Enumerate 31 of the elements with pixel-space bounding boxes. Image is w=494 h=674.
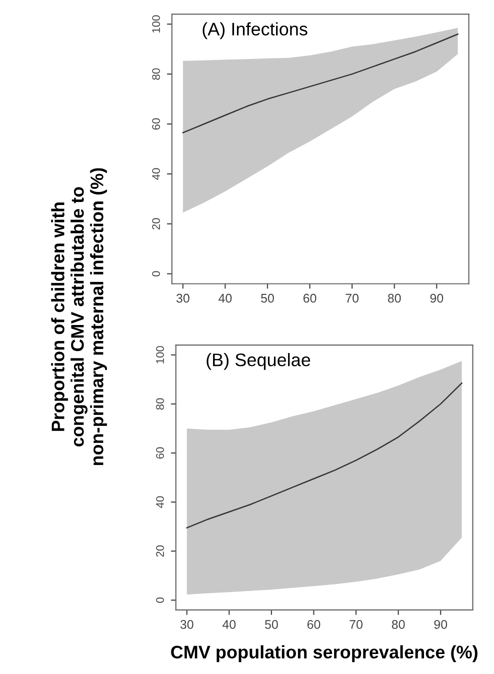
y-axis-title: Proportion of children with congenital CMV attributable to non-primary maternal infection (%) [51,168,107,466]
y-tick-label: 40 [152,168,160,180]
chart-title: (A) Infections [202,22,308,40]
x-tick-label: 90 [434,620,448,629]
y-tick-label: 40 [156,496,164,508]
y-tick-label: 20 [156,545,164,557]
x-tick-label: 50 [261,294,274,303]
x-tick-label: 60 [307,620,320,629]
x-tick-label: 30 [180,620,194,629]
y-tick-label: 80 [156,398,164,410]
y-tick-label: 20 [152,218,160,230]
line-series [186,382,462,528]
y-tick-label: 60 [156,447,164,459]
y-tick-label: 100 [152,15,160,33]
x-tick-label: 30 [176,294,190,303]
chart-title: (B) Sequelae [206,353,310,370]
x-tick-label: 70 [350,620,362,629]
y-tick-label: 60 [152,118,160,130]
y-tick-label: 100 [156,346,164,364]
x-tick-label: 40 [218,294,232,303]
x-tick-label: 90 [430,294,444,303]
x-tick-label: 50 [264,620,278,629]
y-tick-label: 0 [152,271,160,276]
x-tick-label: 60 [303,294,316,303]
y-tick-label: 80 [152,68,160,80]
x-tick-label: 80 [392,620,405,629]
x-tick-label: 40 [222,620,236,629]
y-tick-label: 0 [156,598,164,603]
x-tick-label: 70 [346,294,359,303]
x-tick-label: 80 [388,294,401,303]
x-axis-title: CMV population seroprevalence (%) [171,645,478,662]
